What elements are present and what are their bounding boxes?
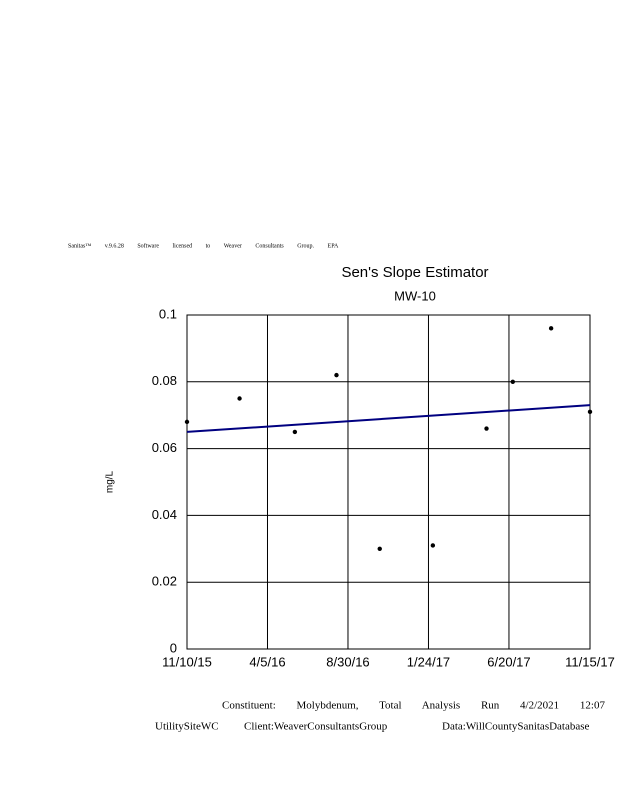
data-point [377, 546, 382, 551]
y-tick-label: 0 [170, 640, 177, 655]
x-tick-label: 11/15/17 [565, 654, 615, 669]
data-point [334, 372, 339, 378]
y-tick-label: 0.02 [152, 574, 177, 589]
footer-line: Constituent: Molybdenum, Total Analysis … [222, 700, 618, 712]
x-tick-label: 1/24/17 [407, 654, 450, 669]
y-tick-label: 0.08 [152, 373, 177, 388]
data-point [237, 396, 242, 401]
data-point [484, 426, 489, 431]
plot-border [186, 314, 591, 650]
footer-site: UtilitySiteWC [155, 721, 219, 733]
data-point [548, 326, 554, 331]
y-tick-label: 0.1 [159, 306, 177, 321]
footer-data: Data:WillCountySanitasDatabase [442, 721, 590, 733]
y-tick-label: 0.04 [152, 507, 177, 522]
y-axis-label: mg/L [105, 470, 116, 493]
data-point [430, 543, 436, 548]
x-tick-label: 4/5/16 [249, 654, 285, 669]
x-tick-label: 8/30/16 [326, 654, 369, 669]
data-point [184, 419, 190, 425]
x-tick-label: 6/20/17 [487, 654, 530, 669]
chart-title: Sen's Slope Estimator [341, 264, 488, 281]
header: Sanitas™ v.9.6.28 Software licensed to W… [68, 242, 339, 249]
y-tick-label: 0.06 [152, 440, 177, 455]
chart-subtitle: MW-10 [394, 288, 436, 303]
data-point [292, 429, 298, 435]
data-point [587, 409, 593, 415]
data-point [510, 379, 515, 384]
footer-client: Client:WeaverConsultantsGroup [244, 721, 388, 733]
x-tick-label: 11/10/15 [162, 654, 212, 669]
trend-line [186, 404, 591, 433]
